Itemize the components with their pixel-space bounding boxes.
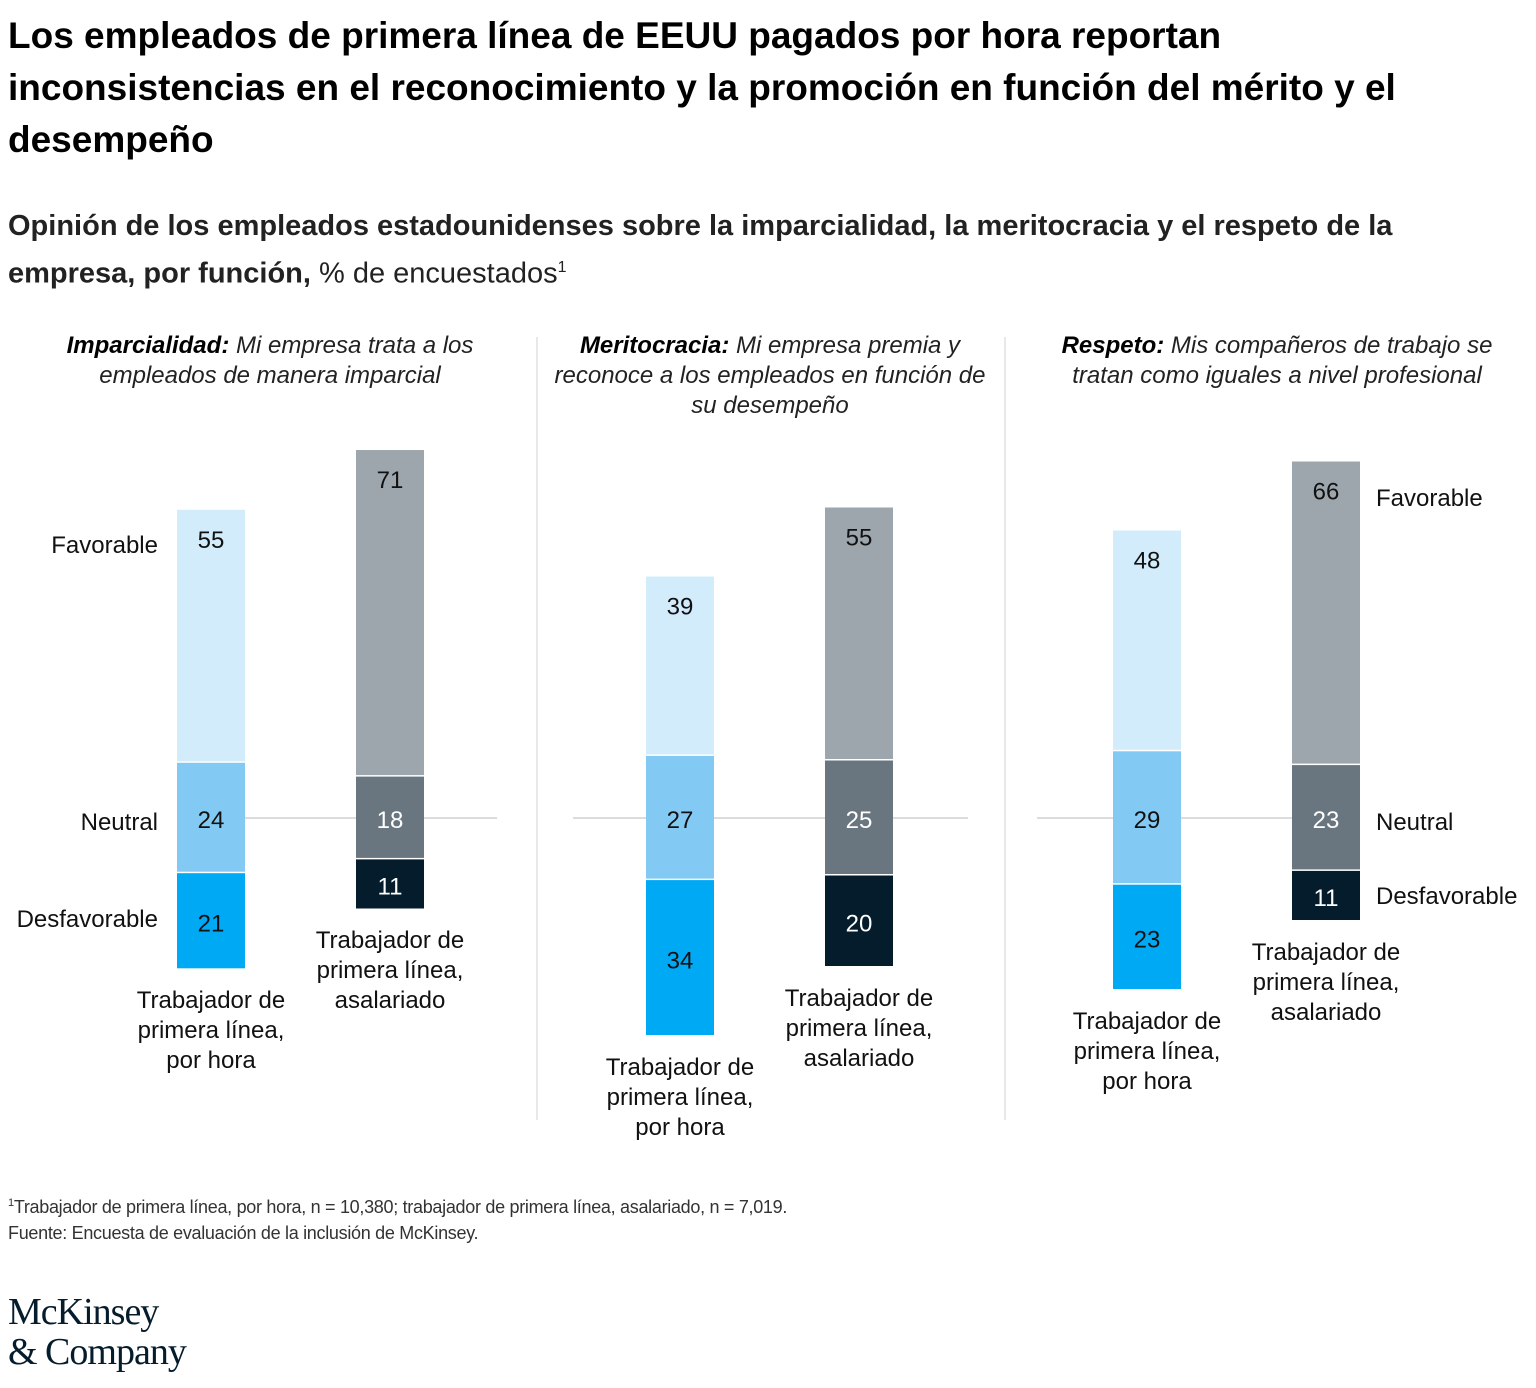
- row-label-neutral-left: Neutral: [80, 809, 158, 836]
- mckinsey-logo: McKinsey & Company: [8, 1291, 187, 1373]
- data-label-neutral: 25: [846, 807, 873, 834]
- data-label-desfavorable: 20: [846, 911, 873, 938]
- panel-title-text: Mi empresa premia y reconoce a los emple…: [554, 332, 986, 419]
- panel-title-text: Mi empresa trata a los empleados de mane…: [99, 332, 474, 389]
- bar-favorable-salaried: [356, 450, 424, 776]
- footnote-mark: 1: [8, 1197, 14, 1209]
- bar-neutral-salaried: [825, 760, 893, 874]
- category-label-hourly: Trabajador de primera línea, por hora: [605, 1053, 755, 1141]
- data-label-favorable: 48: [1134, 548, 1161, 575]
- data-label-desfavorable: 11: [1314, 885, 1339, 912]
- panel-title-bold: Imparcialidad:: [66, 332, 230, 359]
- bar-desfavorable-hourly: [177, 873, 245, 969]
- row-label-neutral-right: Neutral: [1376, 809, 1454, 836]
- panel-title-respeto: Respeto: Mis compañeros de trabajo se tr…: [1057, 331, 1497, 391]
- subtitle-footnote-mark: 1: [557, 259, 567, 276]
- panel-title-imparcialidad: Imparcialidad: Mi empresa trata a los em…: [50, 331, 490, 391]
- data-label-desfavorable: 11: [378, 874, 403, 901]
- bar-neutral-salaried: [1292, 765, 1360, 870]
- data-label-desfavorable: 23: [1134, 927, 1161, 954]
- row-label-desfavorable-right: Desfavorable: [1376, 883, 1518, 910]
- bar-desfavorable-hourly: [646, 880, 714, 1035]
- bar-desfavorable-hourly: [1113, 884, 1181, 989]
- panel-title-bold: Respeto:: [1061, 332, 1165, 359]
- panel-title-meritocracia: Meritocracia: Mi empresa premia y recono…: [550, 331, 990, 421]
- data-label-neutral: 24: [198, 807, 225, 834]
- data-label-favorable: 55: [846, 525, 873, 552]
- data-label-neutral: 27: [667, 807, 694, 834]
- data-label-neutral: 23: [1313, 807, 1340, 834]
- data-label-desfavorable: 21: [198, 911, 225, 938]
- data-label-favorable: 71: [377, 467, 404, 494]
- footnote: 1Trabajador de primera línea, por hora, …: [8, 1190, 787, 1246]
- panel-title-text: Mis compañeros de trabajo se tratan como…: [1072, 332, 1493, 389]
- bar-favorable-hourly: [177, 509, 245, 762]
- data-label-favorable: 55: [198, 527, 225, 554]
- data-label-desfavorable: 34: [667, 947, 694, 974]
- bar-favorable-salaried: [825, 507, 893, 759]
- chart-title: Los empleados de primera línea de EEUU p…: [8, 15, 1396, 160]
- category-label-salaried: Trabajador de primera línea, asalariado: [315, 927, 465, 1014]
- category-label-hourly: Trabajador de primera línea, por hora: [136, 986, 286, 1074]
- panel-title-bold: Meritocracia:: [579, 332, 730, 359]
- bar-desfavorable-salaried: [356, 859, 424, 909]
- row-label-desfavorable-left: Desfavorable: [16, 906, 158, 933]
- bar-neutral-hourly: [646, 755, 714, 879]
- subtitle-unit: % de encuestados: [310, 257, 558, 290]
- data-label-favorable: 39: [667, 594, 694, 621]
- row-label-favorable-left: Favorable: [51, 532, 158, 559]
- bar-neutral-hourly: [1113, 751, 1181, 884]
- data-label-favorable: 66: [1313, 479, 1340, 506]
- category-label-salaried: Trabajador de primera línea, asalariado: [1251, 938, 1401, 1026]
- bar-favorable-salaried: [1292, 461, 1360, 764]
- data-label-neutral: 18: [377, 807, 404, 834]
- data-label-neutral: 29: [1134, 807, 1161, 834]
- row-label-favorable-right: Favorable: [1376, 485, 1483, 512]
- category-label-salaried: Trabajador de primera línea, asalariado: [784, 984, 934, 1072]
- chart-subtitle: Opinión de los empleados estadounidenses…: [8, 205, 1518, 295]
- subtitle-bold: Opinión de los empleados estadounidenses…: [8, 210, 1393, 290]
- bar-neutral-hourly: [177, 762, 245, 872]
- source-note: Fuente: Encuesta de evaluación de la inc…: [8, 1223, 479, 1243]
- bar-desfavorable-salaried: [1292, 870, 1360, 920]
- bar-desfavorable-salaried: [825, 875, 893, 966]
- footnote-text: Trabajador de primera línea, por hora, n…: [13, 1197, 788, 1217]
- category-label-hourly: Trabajador de primera línea, por hora: [1072, 1007, 1222, 1095]
- bar-favorable-hourly: [1113, 530, 1181, 750]
- bar-favorable-hourly: [646, 576, 714, 755]
- bar-neutral-salaried: [356, 776, 424, 858]
